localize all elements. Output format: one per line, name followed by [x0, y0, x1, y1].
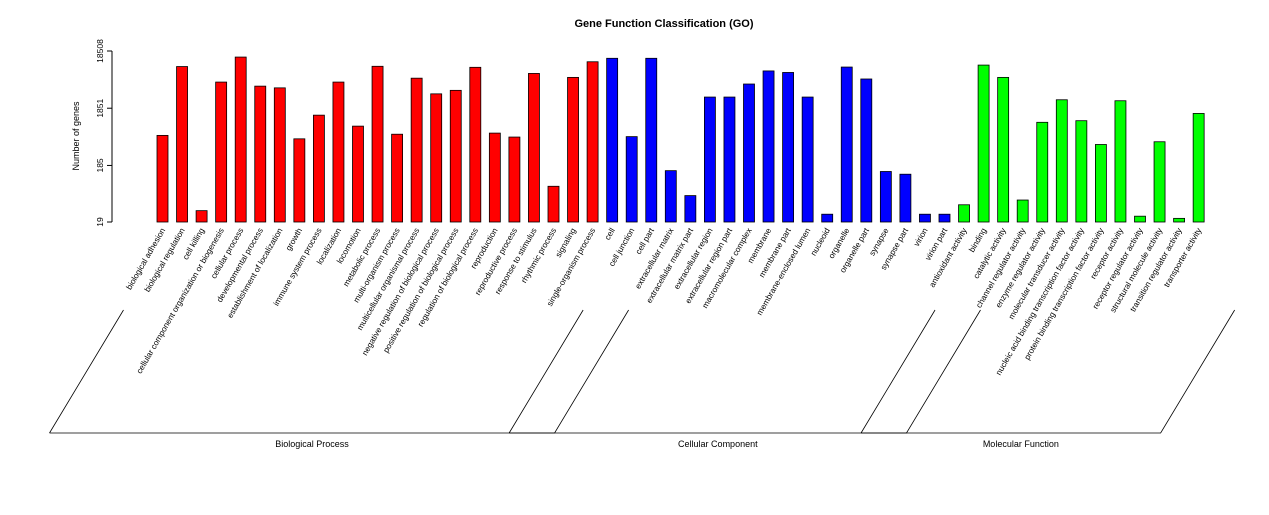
- bar: [312, 114, 325, 223]
- bar: [156, 134, 169, 223]
- bar: [528, 73, 540, 223]
- bar: [567, 76, 579, 223]
- bar: [488, 132, 501, 223]
- bar: [449, 89, 462, 223]
- y-tick-label: 185: [95, 158, 105, 172]
- bar: [743, 83, 755, 223]
- bar: [723, 96, 736, 223]
- bar: [1055, 99, 1068, 223]
- group-bracket: [508, 309, 981, 434]
- bar: [352, 125, 364, 223]
- bar: [586, 61, 599, 223]
- bar: [704, 96, 716, 223]
- bar: [371, 65, 384, 223]
- bar: [684, 195, 697, 223]
- bar: [801, 96, 814, 223]
- bar: [958, 204, 970, 223]
- category-label: binding: [967, 226, 988, 254]
- bar: [997, 76, 1010, 223]
- bar: [860, 78, 873, 223]
- group-label: Biological Process: [275, 439, 349, 449]
- bar: [430, 93, 443, 223]
- category-label: cell: [603, 226, 617, 241]
- bar: [919, 213, 931, 223]
- bar: [1075, 120, 1088, 223]
- y-tick-label: 19: [95, 217, 105, 227]
- bar: [410, 77, 423, 223]
- group-label: Molecular Function: [983, 439, 1059, 449]
- bar: [840, 66, 853, 223]
- bar: [879, 171, 892, 223]
- bar: [391, 133, 404, 223]
- bar: [547, 185, 560, 223]
- bar: [606, 57, 619, 223]
- bar: [254, 85, 267, 223]
- bar: [762, 70, 775, 223]
- category-label: growth: [284, 226, 304, 252]
- bar: [215, 81, 228, 223]
- group-bracket: [860, 309, 1235, 434]
- bar: [664, 170, 677, 223]
- bar: [899, 173, 912, 223]
- bars-layer: [156, 56, 1205, 223]
- bar: [782, 72, 794, 223]
- y-tick-label: 1851: [95, 98, 105, 117]
- y-axis-title: Number of genes: [71, 101, 81, 171]
- bar: [195, 210, 208, 223]
- bar: [645, 57, 658, 223]
- bar: [293, 138, 306, 223]
- bar: [821, 213, 834, 223]
- bar: [1016, 199, 1029, 223]
- bar: [176, 66, 188, 223]
- y-tick-label: 18508: [95, 39, 105, 63]
- bar: [1134, 215, 1146, 223]
- chart-title: Gene Function Classification (GO): [574, 18, 753, 30]
- bar: [625, 136, 638, 223]
- group-brackets-layer: Biological Process Cellular Component Mole…: [49, 309, 1235, 449]
- group-label: Cellular Component: [678, 439, 758, 449]
- bar: [977, 64, 990, 223]
- bar: [1192, 113, 1205, 223]
- bar: [1173, 217, 1185, 223]
- bar: [234, 56, 247, 223]
- bar: [508, 136, 521, 223]
- category-label: virion: [912, 226, 930, 248]
- bar: [1036, 121, 1049, 223]
- bar: [469, 66, 482, 223]
- bar: [332, 81, 345, 223]
- y-axis: 19 185 1851 18508: [95, 39, 113, 227]
- bar: [1095, 144, 1107, 223]
- bar: [938, 213, 951, 223]
- bar: [273, 87, 286, 223]
- bar: [1153, 141, 1166, 223]
- bar: [1114, 100, 1127, 223]
